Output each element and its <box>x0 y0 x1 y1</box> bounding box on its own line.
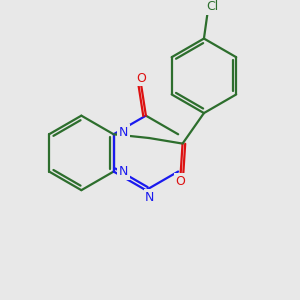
Text: N: N <box>119 126 128 139</box>
Text: N: N <box>119 165 128 178</box>
Text: N: N <box>145 190 154 203</box>
Text: O: O <box>136 72 146 85</box>
Text: O: O <box>176 175 185 188</box>
Text: Cl: Cl <box>207 0 219 13</box>
